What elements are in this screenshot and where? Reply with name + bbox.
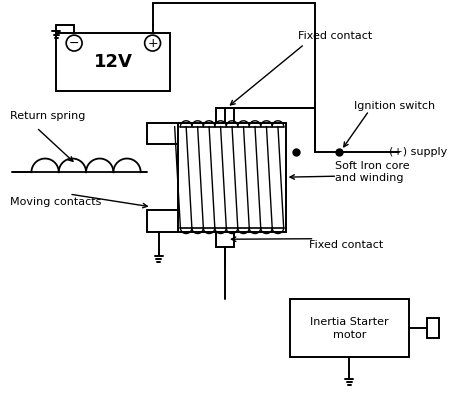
Text: Soft Iron core
and winding: Soft Iron core and winding	[335, 161, 410, 183]
Text: (+) supply: (+) supply	[389, 147, 447, 157]
Bar	[216, 108, 234, 122]
Bar	[427, 318, 438, 338]
Text: Ignition switch: Ignition switch	[354, 101, 435, 111]
Bar	[178, 122, 286, 232]
Bar	[56, 33, 171, 91]
Text: Moving contacts: Moving contacts	[9, 197, 101, 207]
Text: −: −	[69, 36, 79, 50]
Text: Return spring: Return spring	[9, 110, 85, 120]
Text: Inertia Starter
motor: Inertia Starter motor	[310, 316, 389, 340]
Text: +: +	[147, 36, 158, 50]
Circle shape	[66, 35, 82, 51]
Text: 12V: 12V	[94, 53, 133, 71]
Text: Fixed contact: Fixed contact	[298, 31, 372, 41]
Bar	[290, 299, 409, 357]
Text: Fixed contact: Fixed contact	[310, 240, 384, 250]
Bar	[216, 232, 234, 247]
Circle shape	[145, 35, 161, 51]
